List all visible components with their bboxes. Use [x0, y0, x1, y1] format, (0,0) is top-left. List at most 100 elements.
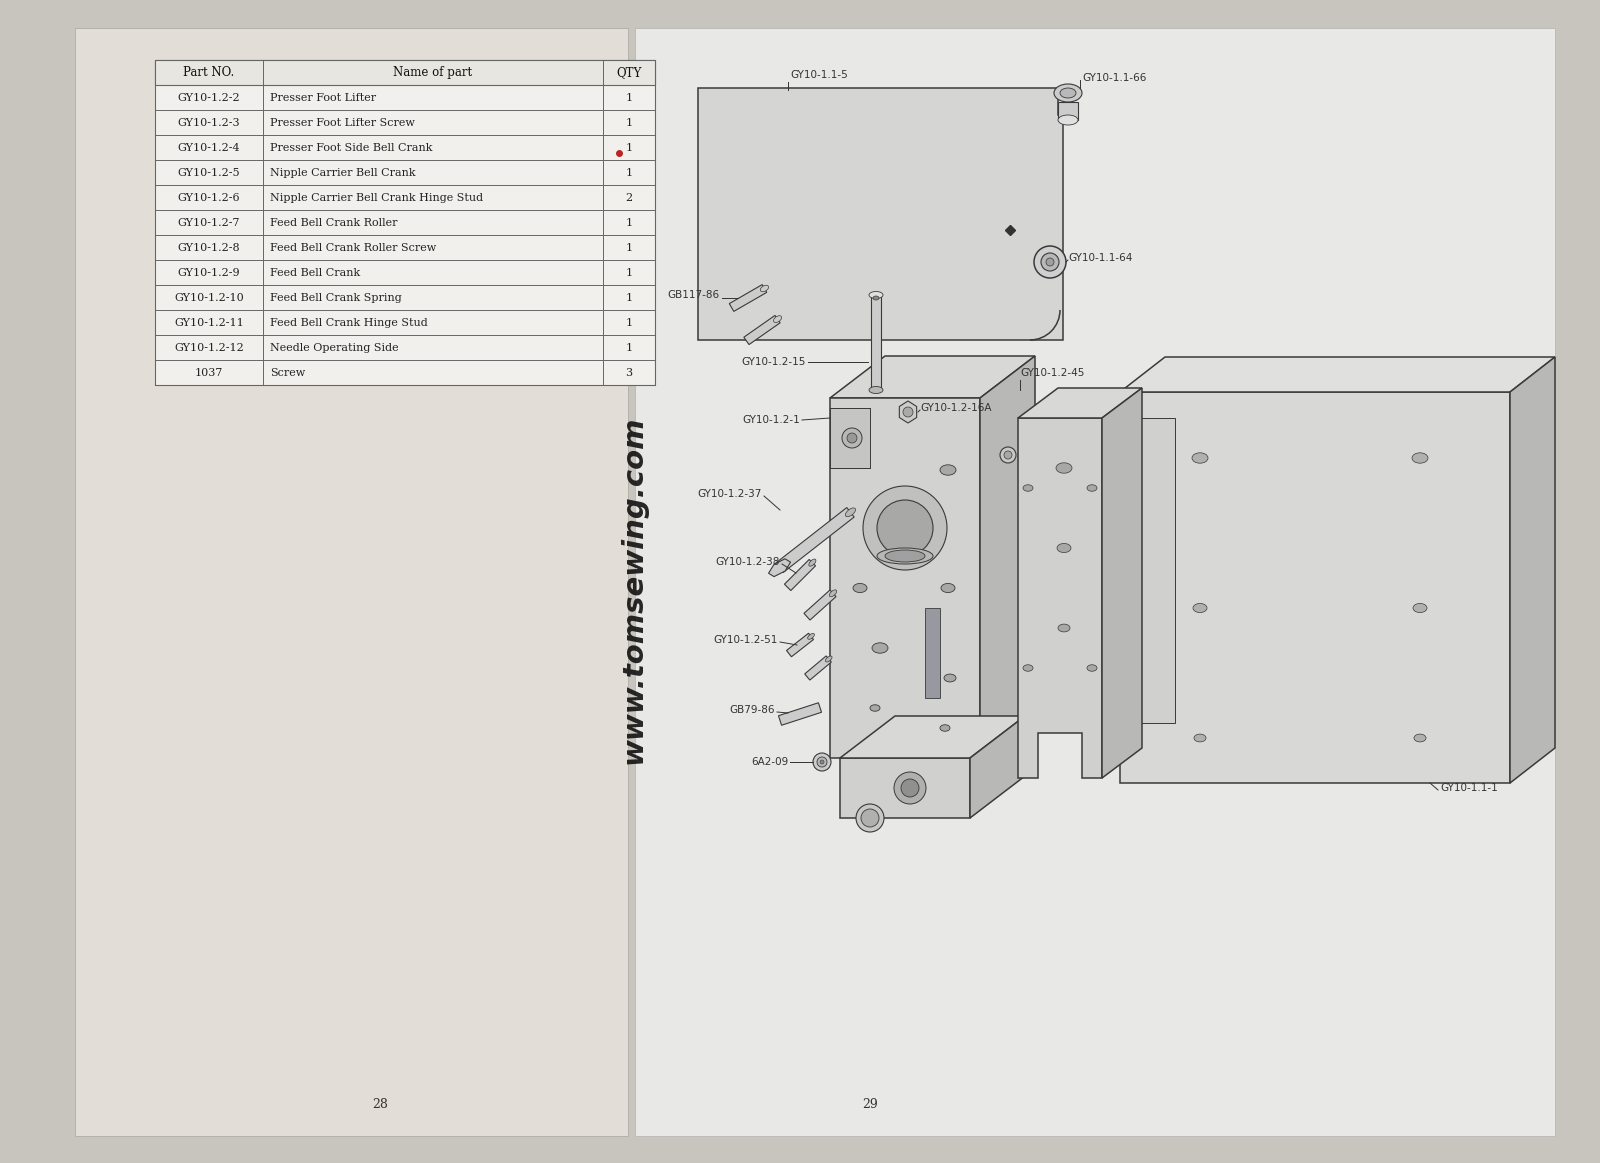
Text: Nipple Carrier Bell Crank Hinge Stud: Nipple Carrier Bell Crank Hinge Stud	[270, 193, 483, 202]
Text: 1: 1	[626, 117, 632, 128]
Polygon shape	[1102, 388, 1142, 778]
Ellipse shape	[1054, 84, 1082, 102]
Ellipse shape	[1086, 665, 1098, 671]
Text: GY10-1.2-37: GY10-1.2-37	[698, 488, 762, 499]
Text: GY10-1.2-3: GY10-1.2-3	[178, 117, 240, 128]
Text: GY10-1.2-16A: GY10-1.2-16A	[920, 404, 992, 413]
Text: GY10-1.1-66: GY10-1.1-66	[1082, 73, 1146, 83]
Ellipse shape	[1414, 734, 1426, 742]
Polygon shape	[1018, 418, 1102, 778]
Polygon shape	[787, 633, 813, 657]
Circle shape	[862, 486, 947, 570]
Ellipse shape	[829, 590, 837, 597]
Ellipse shape	[1005, 451, 1013, 459]
Bar	[1046, 247, 1054, 262]
Text: Feed Bell Crank Hinge Stud: Feed Bell Crank Hinge Stud	[270, 317, 427, 328]
Ellipse shape	[1022, 665, 1034, 671]
Text: 1: 1	[626, 217, 632, 228]
Text: 1: 1	[626, 243, 632, 252]
Text: 3: 3	[626, 368, 632, 378]
Polygon shape	[830, 408, 870, 468]
Text: Presser Foot Side Bell Crank: Presser Foot Side Bell Crank	[270, 143, 432, 152]
Text: GB117-86: GB117-86	[667, 290, 720, 300]
Circle shape	[813, 752, 830, 771]
Polygon shape	[979, 356, 1035, 758]
Polygon shape	[776, 507, 854, 572]
Text: GY10-1.1-1: GY10-1.1-1	[1440, 783, 1498, 793]
Text: 1: 1	[626, 317, 632, 328]
Ellipse shape	[1022, 485, 1034, 491]
Text: GY10-1.2-5: GY10-1.2-5	[178, 167, 240, 178]
Polygon shape	[698, 88, 1062, 340]
Ellipse shape	[773, 315, 781, 322]
Ellipse shape	[874, 297, 878, 300]
Polygon shape	[768, 558, 790, 577]
Ellipse shape	[1413, 452, 1429, 463]
Text: GY10-1.2-2: GY10-1.2-2	[178, 93, 240, 102]
Ellipse shape	[856, 804, 883, 832]
Polygon shape	[840, 716, 1026, 758]
Polygon shape	[779, 702, 821, 726]
Polygon shape	[1018, 388, 1142, 418]
Ellipse shape	[1194, 734, 1206, 742]
Text: GY10-1.2-15: GY10-1.2-15	[742, 357, 806, 368]
Ellipse shape	[1194, 604, 1206, 613]
Circle shape	[894, 772, 926, 804]
Text: 1: 1	[626, 342, 632, 352]
Circle shape	[877, 500, 933, 556]
Text: GY10-1.2-10: GY10-1.2-10	[174, 293, 243, 302]
Polygon shape	[830, 356, 1035, 398]
Polygon shape	[1120, 392, 1510, 783]
Text: GY10-1.2-8: GY10-1.2-8	[178, 243, 240, 252]
Text: 28: 28	[373, 1099, 387, 1112]
Circle shape	[902, 407, 914, 418]
Ellipse shape	[1000, 447, 1016, 463]
Text: 1: 1	[626, 267, 632, 278]
Circle shape	[818, 757, 827, 768]
Polygon shape	[899, 401, 917, 423]
Text: 2: 2	[626, 193, 632, 202]
Text: QTY: QTY	[616, 66, 642, 79]
Ellipse shape	[941, 465, 957, 476]
Text: Feed Bell Crank Roller: Feed Bell Crank Roller	[270, 217, 397, 228]
Text: GY10-1.2-12: GY10-1.2-12	[174, 342, 243, 352]
Polygon shape	[1510, 357, 1555, 783]
Text: GY10-1.2-45: GY10-1.2-45	[1021, 368, 1085, 378]
Text: GY10-1.2-51: GY10-1.2-51	[714, 635, 778, 645]
Circle shape	[842, 428, 862, 448]
Text: www.tomsewing.com: www.tomsewing.com	[619, 415, 646, 764]
Polygon shape	[840, 758, 970, 818]
Bar	[155, 60, 654, 385]
Text: Presser Foot Lifter Screw: Presser Foot Lifter Screw	[270, 117, 414, 128]
Polygon shape	[805, 656, 832, 680]
Polygon shape	[925, 608, 941, 698]
Ellipse shape	[853, 584, 867, 593]
Ellipse shape	[1058, 543, 1070, 552]
Text: Screw: Screw	[270, 368, 306, 378]
Ellipse shape	[1058, 115, 1078, 124]
Text: GY10-1.2-1: GY10-1.2-1	[742, 415, 800, 424]
Polygon shape	[744, 315, 781, 344]
Bar	[75, 28, 627, 1136]
Circle shape	[846, 433, 858, 443]
Ellipse shape	[885, 550, 925, 562]
Text: 1: 1	[626, 143, 632, 152]
Polygon shape	[730, 285, 766, 312]
Text: Presser Foot Lifter: Presser Foot Lifter	[270, 93, 376, 102]
Circle shape	[901, 779, 918, 797]
Ellipse shape	[1056, 463, 1072, 473]
Text: GY10-1.2-11: GY10-1.2-11	[174, 317, 243, 328]
Text: Needle Operating Side: Needle Operating Side	[270, 342, 398, 352]
Text: GY10-1.2-4: GY10-1.2-4	[178, 143, 240, 152]
Ellipse shape	[941, 725, 950, 732]
Ellipse shape	[1086, 485, 1098, 491]
Text: 29: 29	[862, 1099, 878, 1112]
Ellipse shape	[1058, 625, 1070, 632]
Text: GY10-1.1-64: GY10-1.1-64	[1069, 254, 1133, 263]
Text: GB79-86: GB79-86	[730, 705, 774, 715]
Text: Nipple Carrier Bell Crank: Nipple Carrier Bell Crank	[270, 167, 416, 178]
Text: Feed Bell Crank Roller Screw: Feed Bell Crank Roller Screw	[270, 243, 437, 252]
Text: Feed Bell Crank: Feed Bell Crank	[270, 267, 360, 278]
Ellipse shape	[869, 386, 883, 393]
Text: GY10-1.1-5: GY10-1.1-5	[790, 70, 848, 80]
